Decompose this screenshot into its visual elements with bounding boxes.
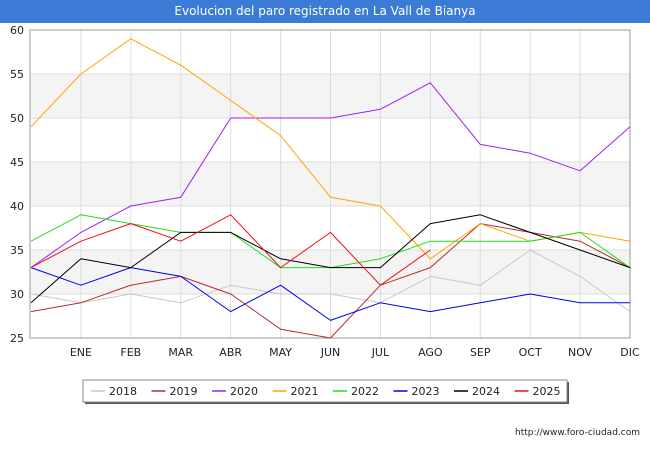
source-url: http://www.foro-ciudad.com	[515, 428, 640, 438]
y-tick-label: 50	[10, 112, 24, 125]
y-tick-label: 35	[10, 244, 24, 257]
y-tick-label: 45	[10, 156, 24, 169]
legend-box	[82, 379, 568, 403]
series-line-2024	[30, 214, 631, 304]
x-tick-label: OCT	[519, 346, 542, 359]
series-line-2020	[30, 82, 631, 269]
series-line-2025	[30, 214, 431, 286]
legend-label-2023: 2023	[412, 385, 440, 398]
x-tick-label: FEB	[120, 346, 141, 359]
y-tick-label: 60	[10, 24, 24, 37]
legend-label-2021: 2021	[291, 385, 319, 398]
x-tick-label: NOV	[568, 346, 593, 359]
y-tick-label: 30	[10, 288, 24, 301]
x-tick-label: JUL	[371, 346, 390, 359]
x-tick-label: SEP	[470, 346, 491, 359]
legend-label-2018: 2018	[109, 385, 137, 398]
title-bar: Evolucion del paro registrado en La Vall…	[0, 0, 650, 23]
x-tick-label: ABR	[219, 346, 242, 359]
x-tick-label: MAY	[269, 346, 292, 359]
x-tick-label: MAR	[168, 346, 193, 359]
chart-title: Evolucion del paro registrado en La Vall…	[174, 4, 476, 18]
legend-label-2020: 2020	[230, 385, 258, 398]
x-tick-label: AGO	[418, 346, 443, 359]
legend-label-2024: 2024	[472, 385, 500, 398]
legend-label-2022: 2022	[351, 385, 379, 398]
y-tick-label: 55	[10, 68, 24, 81]
x-tick-label: DIC	[620, 346, 640, 359]
series-line-2018	[30, 249, 631, 313]
legend-label-2019: 2019	[170, 385, 198, 398]
x-tick-label: ENE	[70, 346, 92, 359]
x-tick-label: JUN	[320, 346, 341, 359]
legend-label-2025: 2025	[533, 385, 561, 398]
y-tick-label: 40	[10, 200, 24, 213]
y-tick-label: 25	[10, 332, 24, 345]
